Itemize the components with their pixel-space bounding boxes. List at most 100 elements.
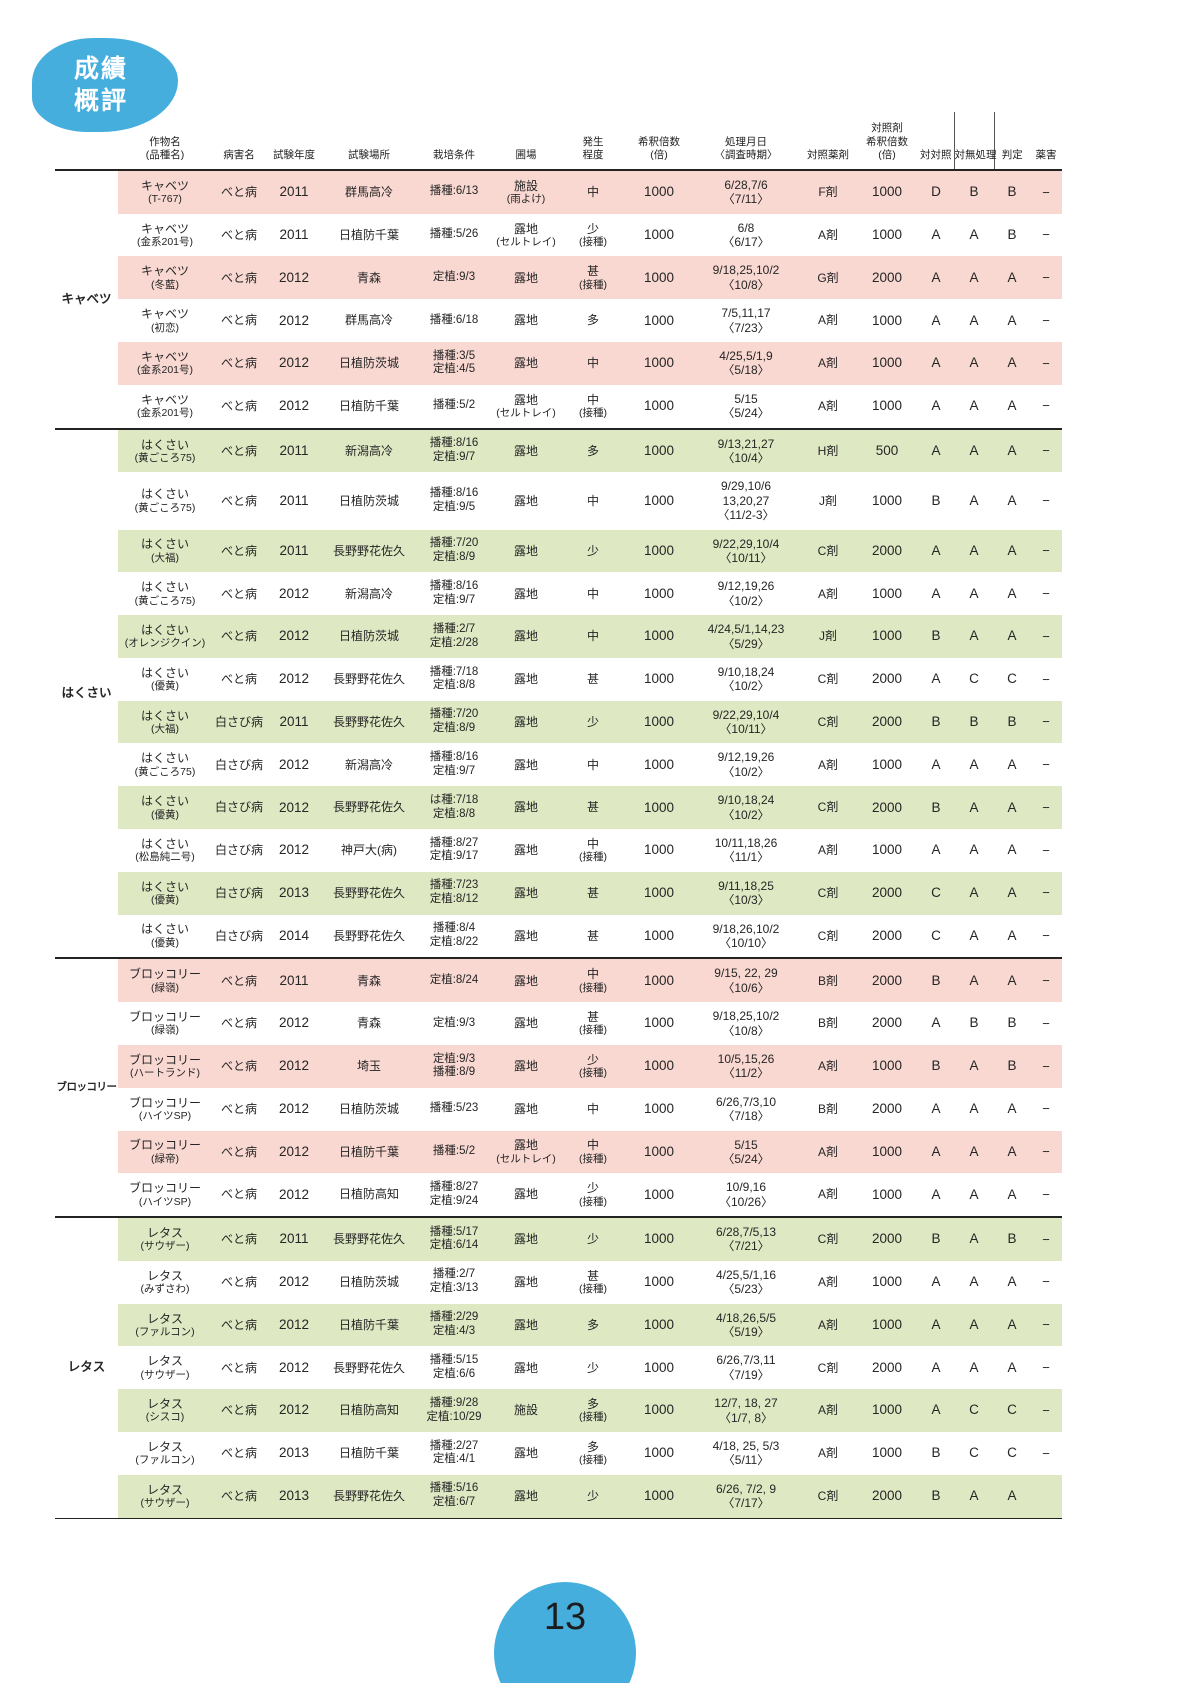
cell-dilution: 1000 [643, 756, 675, 772]
cell-disease: べと病 [212, 428, 266, 473]
cell-phytotoxicity: − [1042, 842, 1050, 858]
cell-disease: 白さび病 [214, 928, 263, 943]
cell-treatment: 9/15, 22, 29 〈10/6〉 [692, 958, 800, 1003]
cell-cultivation: 播種:8/16 定植:9/7 [416, 428, 492, 473]
cell-control_dilution: 2000 [871, 1359, 903, 1375]
cell-control: A剤 [817, 586, 838, 601]
cell-control: F剤 [800, 169, 856, 214]
cell-cultivation: 播種:2/27 定植:4/1 [429, 1439, 479, 1466]
cell-crop: レタス (シスコ) [118, 1389, 212, 1432]
cell-phytotoxicity: − [1030, 871, 1062, 915]
table-row: キャベツ (金系201号) べと病 2012 日植防茨城 播種:3/5 定植:4/5 露地中 1… [55, 342, 1062, 385]
cell-vs_untreated: A [969, 585, 979, 601]
cell-control_dilution: 1000 [856, 615, 918, 658]
cell-treatment: 6/26, 7/2, 9 〈7/17〉 [692, 1474, 800, 1519]
cell-crop: はくさい (松島純二号) [135, 836, 195, 864]
cell-location: 長野野花佐久 [322, 786, 416, 830]
cell-vs_control: B [918, 958, 954, 1003]
cell-dilution: 1000 [643, 671, 675, 687]
cell-vs_untreated: A [969, 1274, 979, 1290]
cell-treatment: 9/22,29,10/4 〈10/11〉 [692, 529, 800, 573]
cell-control_dilution: 2000 [871, 1015, 903, 1031]
cell-vs_control: A [918, 1130, 954, 1174]
cell-phytotoxicity: − [1042, 671, 1050, 687]
cell-location: 新潟高冷 [344, 757, 393, 772]
cell-dilution: 1000 [626, 871, 692, 915]
cell-field: 露地 [513, 1016, 538, 1031]
cell-crop: はくさい (黄ごころ75) [118, 428, 212, 473]
cell-vs_untreated: A [954, 428, 994, 473]
cell-field: 露地 [492, 958, 560, 1003]
cell-crop: レタス (サウザー) [140, 1354, 190, 1381]
cell-cultivation: 播種:7/20 定植:8/9 [416, 529, 492, 573]
results-table-wrap: 作物名 (品種名) 病害名 試験年度 試験場所 栽培条件 圃場 発生 程度 希釈倍数 (倍) 処理月日… [55, 112, 1062, 1519]
cell-dilution: 1000 [643, 398, 675, 414]
cell-control_dilution: 1000 [871, 585, 903, 601]
header-cell-location: 試験場所 [348, 149, 390, 162]
cell-treatment: 10/5,15,26 〈11/2〉 [692, 1044, 800, 1088]
cell-crop: はくさい (黄ごころ75) [134, 580, 196, 607]
cell-cultivation: 播種:8/16 定植:9/7 [429, 579, 479, 606]
cell-vs_control: A [931, 227, 941, 242]
cell-vs_untreated: A [954, 1303, 994, 1347]
cell-vs_untreated: A [969, 227, 979, 242]
cell-field: 露地 (セルトレイ) [492, 1130, 560, 1174]
cell-location: 日植防高知 [322, 1389, 416, 1432]
cell-vs_control: A [918, 1303, 954, 1347]
cell-vs_control: A [931, 1015, 941, 1031]
cell-judgment: A [994, 256, 1030, 300]
cell-dilution: 1000 [643, 842, 675, 858]
cell-control_dilution: 2000 [856, 1474, 918, 1519]
cell-vs_untreated: A [954, 1130, 994, 1174]
cell-vs_control: A [931, 1101, 941, 1117]
table-row: はくさい (優黄) べと病 2012 長野野花佐久 播種:7/18 定植:8/8 露地 甚 100… [55, 658, 1062, 701]
cell-dilution: 1000 [626, 256, 692, 300]
cell-cultivation: 播種:8/16 定植:9/7 [429, 751, 479, 777]
cell-treatment: 9/12,19,26 〈10/2〉 [717, 579, 775, 608]
header-cell-judgment: 判定 [1001, 149, 1023, 162]
cell-severity: 甚 [560, 786, 626, 830]
cell-treatment: 9/13,21,27 〈10/4〉 [692, 428, 800, 473]
cell-severity: 甚 (接種) [560, 256, 626, 300]
table-row: ブロッコリー (ハートランド) べと病 2012 埼玉 定植:9/3 播種:8/9 露地少 (接… [55, 1044, 1062, 1088]
cell-treatment: 10/9,16 〈10/26〉 [718, 1180, 774, 1209]
cell-field: 露地 [492, 529, 560, 573]
cell-field: 露地 [513, 928, 538, 943]
table-row: ブロッコリー ブロッコリー (緑嶺) べと病 2011 青森 定植:8/24 露地中 (接種) 1… [55, 958, 1062, 1218]
cell-field: 露地 (セルトレイ) [496, 221, 556, 248]
cell-vs_control: A [931, 756, 941, 772]
cell-cultivation: 播種:5/17 定植:6/14 [416, 1217, 492, 1261]
cell-year: 2011 [266, 428, 322, 473]
cell-judgment: B [994, 169, 1030, 214]
cell-disease: べと病 [220, 313, 257, 328]
cell-vs_untreated: C [969, 671, 979, 687]
cell-severity: 甚 [560, 871, 626, 915]
cell-dilution: 1000 [643, 312, 675, 328]
cell-location: 日植防千葉 [338, 1446, 399, 1461]
cell-disease: べと病 [220, 1016, 257, 1031]
table-row: はくさい (優黄) 白さび病 2012 長野野花佐久 は種:7/18 定植:8/8 露地甚 10… [55, 786, 1062, 830]
cell-control_dilution: 2000 [856, 256, 918, 300]
results-table: 作物名 (品種名) 病害名 試験年度 試験場所 栽培条件 圃場 発生 程度 希釈倍数 (倍) 処理月日… [55, 112, 1062, 1519]
header-cell-year: 試験年度 [273, 149, 315, 162]
cell-severity: 少 [560, 1474, 626, 1519]
table-row: レタス (シスコ) べと病 2012 日植防高知 播種:9/28 定植:10/29 施設多 (接… [55, 1389, 1062, 1432]
cell-crop: レタス (みずさわ) [140, 1268, 190, 1296]
cell-phytotoxicity: − [1042, 928, 1050, 944]
cell-severity: 甚 [586, 928, 599, 943]
cell-year: 2011 [279, 227, 309, 242]
cell-year: 2012 [278, 1186, 310, 1202]
cell-crop: はくさい (大福) [118, 700, 212, 744]
cell-dilution: 1000 [626, 1474, 692, 1519]
cell-field: 施設 [492, 1389, 560, 1432]
cell-phytotoxicity: − [1042, 1360, 1050, 1375]
cell-disease: べと病 [212, 529, 266, 573]
cell-control: C剤 [817, 1360, 839, 1375]
cell-cultivation: 播種:8/4 定植:8/22 [429, 922, 479, 948]
cell-phytotoxicity: − [1030, 169, 1062, 214]
cell-control: A剤 [817, 843, 838, 858]
table-row: ブロッコリー (ハイツSP) べと病 2012 日植防高知 播種:8/27 定植:9/24 露… [55, 1173, 1062, 1217]
cell-field: 施設 (雨よけ) [492, 169, 560, 214]
cell-field: 露地 [492, 1474, 560, 1519]
cell-cultivation: 播種:8/16 定植:9/5 [429, 487, 479, 513]
